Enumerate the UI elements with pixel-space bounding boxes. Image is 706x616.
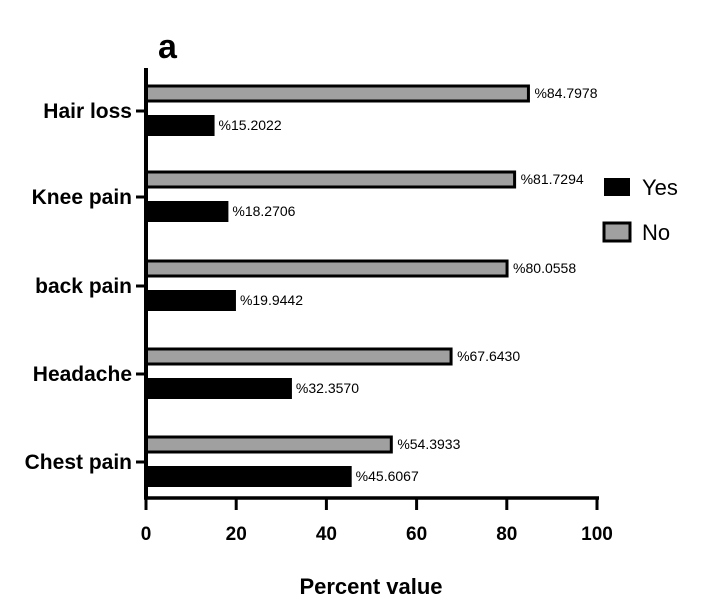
data-label-yes-2: %19.9442 (240, 292, 303, 308)
bar-yes-3 (146, 378, 292, 399)
legend-label-yes: Yes (642, 175, 678, 200)
bar-no-1 (144, 170, 517, 189)
x-tick-label-2: 40 (316, 524, 337, 545)
data-label-no-0: %84.7978 (534, 85, 597, 101)
bar-yes-1 (146, 201, 229, 222)
bar-yes-2 (146, 290, 236, 311)
bar-no-4 (144, 435, 393, 454)
data-label-no-4: %54.3933 (397, 436, 460, 452)
legend-label-no: No (642, 220, 670, 245)
y-tick-label-0: Hair loss (43, 100, 132, 123)
x-tick-label-0: 0 (141, 524, 152, 545)
panel-label: a (158, 28, 178, 66)
x-tick-label-4: 80 (496, 524, 517, 545)
bar-yes-0 (146, 115, 215, 136)
bar-no-0 (144, 84, 530, 103)
data-label-no-2: %80.0558 (513, 260, 576, 276)
legend-swatch-yes (604, 178, 630, 196)
x-tick-label-5: 100 (581, 524, 613, 545)
y-tick-label-2: back pain (35, 275, 132, 298)
data-label-yes-4: %45.6067 (356, 468, 419, 484)
data-label-no-3: %67.6430 (457, 348, 520, 364)
legend: Yes No (602, 175, 678, 245)
bar-no-3 (144, 347, 453, 366)
bar-yes-4 (146, 466, 352, 487)
y-tick-label-4: Chest pain (25, 451, 132, 474)
y-tick-label-1: Knee pain (32, 186, 132, 209)
data-label-yes-1: %18.2706 (232, 203, 295, 219)
y-tick-label-3: Headache (33, 363, 132, 386)
bar-no-2 (144, 259, 509, 278)
legend-swatch-no (602, 221, 632, 243)
data-label-no-1: %81.7294 (521, 171, 584, 187)
bars-group: %84.7978 %15.2022 %81.7294 %18.2706 %80.0558… (144, 84, 598, 487)
x-axis-title: Percent value (299, 574, 442, 599)
x-tick-label-3: 60 (406, 524, 427, 545)
axes-group: Hair loss Knee pain back pain Headache Chest… (25, 68, 613, 545)
x-tick-label-1: 20 (226, 524, 247, 545)
data-label-yes-0: %15.2022 (219, 117, 282, 133)
data-label-yes-3: %32.3570 (296, 380, 359, 396)
